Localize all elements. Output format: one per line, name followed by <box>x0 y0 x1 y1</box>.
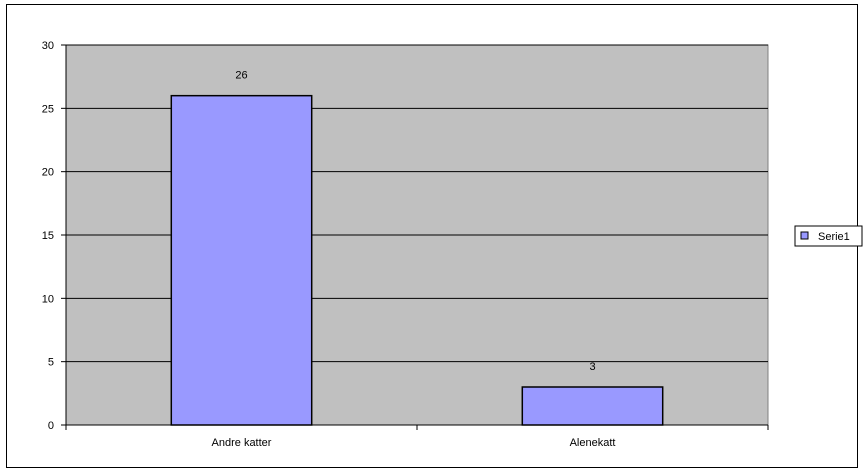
x-axis: Andre katter Alenekatt <box>65 424 769 449</box>
data-labels: 26 3 <box>235 70 595 373</box>
legend-box <box>794 225 863 247</box>
x-category-label: Andre katter <box>212 437 272 449</box>
y-tick-label: 5 <box>48 357 54 369</box>
bars <box>170 94 664 426</box>
y-tick-label: 15 <box>42 230 54 242</box>
y-tick-label: 10 <box>42 293 54 305</box>
y-tick-label: 20 <box>42 167 54 179</box>
bar <box>521 386 664 426</box>
y-tick-label: 25 <box>42 103 54 115</box>
y-tick-label: 0 <box>48 420 54 432</box>
legend-label: Serie1 <box>818 231 850 243</box>
legend-swatch-icon <box>800 231 809 240</box>
x-category-label: Alenekatt <box>570 437 616 449</box>
legend: Serie1 <box>794 225 863 247</box>
y-tick-label: 30 <box>42 40 54 52</box>
data-label: 26 <box>235 70 247 82</box>
bar <box>170 94 313 426</box>
data-label: 3 <box>589 361 595 373</box>
y-axis: 0 5 10 15 20 25 30 <box>42 40 67 432</box>
